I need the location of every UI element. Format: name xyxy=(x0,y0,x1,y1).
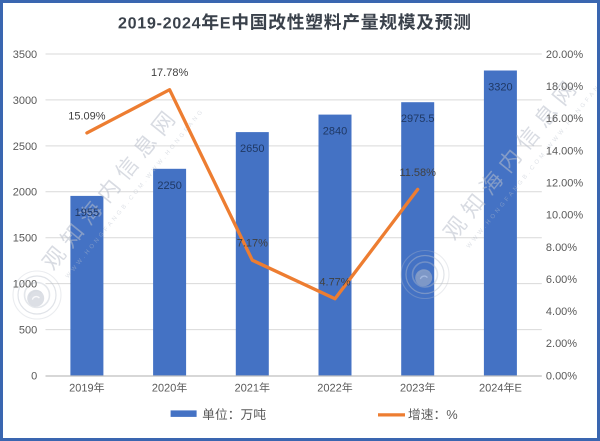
svg-text:3000: 3000 xyxy=(13,95,37,107)
svg-text:1500: 1500 xyxy=(13,233,37,245)
svg-text:6.00%: 6.00% xyxy=(546,274,577,286)
svg-text:4.77%: 4.77% xyxy=(319,276,350,288)
svg-text:18.00%: 18.00% xyxy=(546,81,584,93)
svg-text:2.00%: 2.00% xyxy=(546,338,577,350)
svg-text:2000: 2000 xyxy=(13,187,37,199)
svg-text:4.00%: 4.00% xyxy=(546,306,577,318)
svg-text:10.00%: 10.00% xyxy=(546,210,584,222)
svg-text:3500: 3500 xyxy=(13,49,37,61)
svg-text:17.78%: 17.78% xyxy=(151,67,189,79)
svg-text:0.00%: 0.00% xyxy=(546,370,577,382)
svg-text:15.09%: 15.09% xyxy=(68,110,106,122)
svg-text:0: 0 xyxy=(31,370,37,382)
svg-text:2975.5: 2975.5 xyxy=(401,113,435,125)
svg-text:11.58%: 11.58% xyxy=(399,167,436,179)
svg-text:3320: 3320 xyxy=(488,82,512,94)
svg-text:1000: 1000 xyxy=(13,279,37,291)
svg-text:2500: 2500 xyxy=(13,141,37,153)
svg-text:12.00%: 12.00% xyxy=(546,178,584,190)
svg-text:8.00%: 8.00% xyxy=(546,242,577,254)
svg-text:16.00%: 16.00% xyxy=(546,113,584,125)
svg-text:14.00%: 14.00% xyxy=(546,145,584,157)
svg-text:500: 500 xyxy=(19,325,37,337)
svg-text:7.17%: 7.17% xyxy=(237,238,268,250)
svg-text:2250: 2250 xyxy=(157,180,181,192)
svg-text:1955: 1955 xyxy=(75,207,99,219)
svg-text:2840: 2840 xyxy=(323,126,347,138)
svg-text:2650: 2650 xyxy=(240,143,264,155)
svg-text:20.00%: 20.00% xyxy=(546,49,584,61)
